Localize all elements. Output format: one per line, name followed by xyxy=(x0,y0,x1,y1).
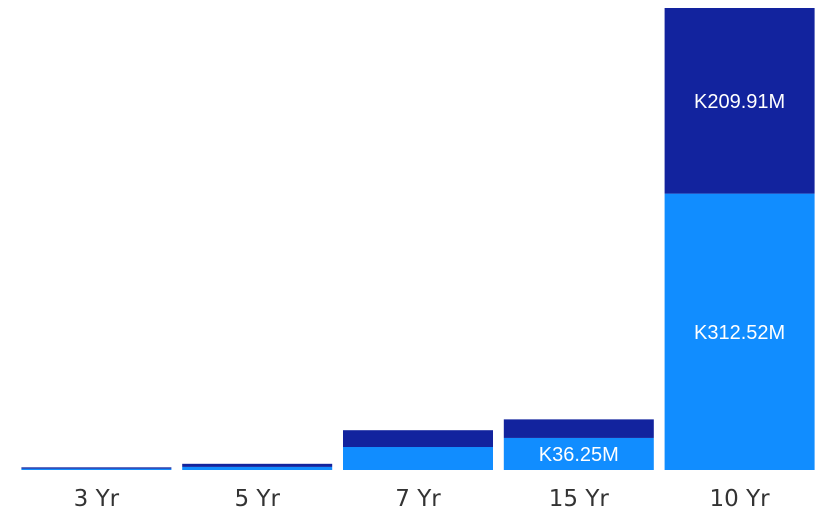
category-axis: 3 Yr 5 Yr 7 Yr 15 Yr 10 Yr xyxy=(74,486,771,512)
bar-segment-2-15-yr[interactable] xyxy=(503,419,654,438)
data-label: K36.25M xyxy=(539,444,619,466)
data-label: K312.52M xyxy=(694,322,785,344)
bar-segment-1-5-yr[interactable] xyxy=(182,466,333,470)
bar-segment-1-7-yr[interactable] xyxy=(343,447,493,470)
category-label: 7 Yr xyxy=(395,486,441,512)
bars-layer xyxy=(21,8,815,470)
category-label: 10 Yr xyxy=(710,486,771,512)
bar-segment-1-10-yr[interactable] xyxy=(664,193,815,470)
bar-segment-1-15-yr[interactable] xyxy=(503,437,654,470)
category-label: 3 Yr xyxy=(74,486,120,512)
category-label: 15 Yr xyxy=(549,486,610,512)
bar-segment-2-10-yr[interactable] xyxy=(664,8,815,194)
bar-segment-2-5-yr[interactable] xyxy=(182,463,333,467)
bar-segment-2-7-yr[interactable] xyxy=(343,430,493,448)
category-label: 5 Yr xyxy=(234,486,280,512)
data-label: K209.91M xyxy=(694,91,785,113)
data-labels-layer: K36.25M K312.52M K209.91M xyxy=(539,91,785,466)
bar-segment-1-3-yr[interactable] xyxy=(21,468,172,470)
bar-segment-2-3-yr[interactable] xyxy=(21,467,172,469)
